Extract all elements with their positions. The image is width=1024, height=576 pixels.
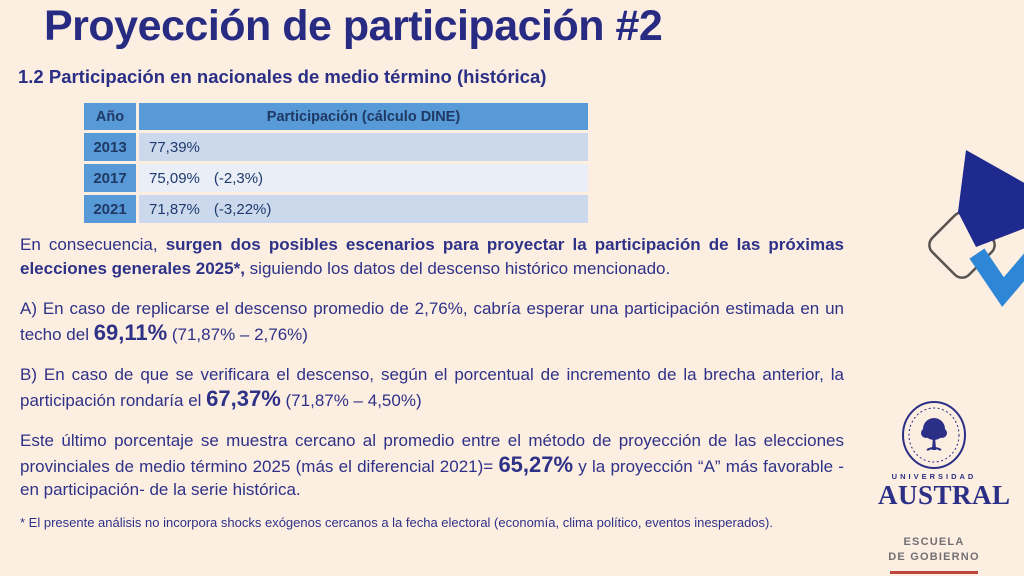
slide-subtitle: 1.2 Participación en nacionales de medio… bbox=[18, 66, 547, 87]
intro-post: siguiendo los datos del descenso históri… bbox=[244, 258, 671, 278]
scenario-a-text: A) En caso de replicarse el descenso pro… bbox=[20, 299, 844, 344]
paragraph-intro: En consecuencia, surgen dos posibles esc… bbox=[20, 233, 844, 280]
university-label: UNIVERSIDAD bbox=[891, 472, 977, 481]
participation-delta: (-3,22%) bbox=[213, 200, 272, 218]
participation-value: 71,87% bbox=[149, 200, 200, 218]
school-name: ESCUELA DE GOBIERNO bbox=[878, 535, 990, 565]
conclusion-highlight: 65,27% bbox=[498, 451, 574, 477]
intro-bold: surgen dos posibles escenarios para proy… bbox=[20, 235, 845, 278]
footnote: * El presente análisis no incorpora shoc… bbox=[20, 515, 773, 530]
school-line2: DE GOBIERNO bbox=[888, 550, 980, 563]
body-text: En consecuencia, surgen dos posibles esc… bbox=[20, 233, 844, 519]
school-line1: ESCUELA bbox=[903, 536, 965, 548]
year-cell: 2013 bbox=[84, 133, 136, 161]
decorative-shapes bbox=[924, 125, 1024, 325]
scenario-b-calc: (71,87% – 4,50%) bbox=[280, 390, 422, 410]
table-row: 2021 71,87% (-3,22%) bbox=[84, 195, 588, 223]
paragraph-conclusion: Este último porcentaje se muestra cercan… bbox=[20, 429, 844, 502]
table-row: 2017 75,09% (-2,3%) bbox=[84, 164, 588, 192]
conclusion-post: y la proyección “A” más favorable -en pa… bbox=[20, 456, 844, 500]
page-title: Proyección de participación #2 bbox=[44, 2, 663, 50]
year-cell: 2021 bbox=[84, 195, 136, 223]
conclusion-text: Este último porcentaje se muestra cercan… bbox=[20, 431, 844, 476]
scenario-a-calc: (71,87% – 2,76%) bbox=[167, 324, 308, 344]
paragraph-scenario-a: A) En caso de replicarse el descenso pro… bbox=[20, 297, 844, 346]
university-name: AUSTRAL bbox=[878, 480, 1011, 510]
navy-cone-icon bbox=[958, 150, 1024, 247]
university-seal-icon bbox=[902, 401, 966, 469]
table-header-year: Año bbox=[84, 103, 136, 130]
check-icon bbox=[969, 248, 1024, 307]
austral-logo: UNIVERSIDAD AUSTRAL ESCUELA DE GOBIERNO bbox=[878, 400, 1011, 574]
participation-cell: 77,39% bbox=[139, 133, 588, 161]
scenario-b-highlight: 67,37% bbox=[206, 385, 281, 411]
table-header-row: Año Participación (cálculo DINE) bbox=[84, 103, 588, 130]
scenario-b-text: B) En caso de que se verificara el desce… bbox=[20, 365, 844, 410]
paragraph-scenario-b: B) En caso de que se verificara el desce… bbox=[20, 363, 844, 412]
participation-value: 75,09% bbox=[149, 169, 200, 187]
red-divider bbox=[890, 570, 978, 574]
participation-delta: (-2,3%) bbox=[213, 169, 264, 187]
table-row: 2013 77,39% bbox=[84, 133, 588, 161]
year-cell: 2017 bbox=[84, 164, 136, 192]
intro-pre: En consecuencia, bbox=[20, 235, 166, 254]
participation-value: 77,39% bbox=[149, 138, 200, 156]
participation-cell: 75,09% (-2,3%) bbox=[139, 164, 588, 192]
table-header-participation: Participación (cálculo DINE) bbox=[139, 103, 588, 130]
participation-cell: 71,87% (-3,22%) bbox=[139, 195, 588, 223]
megaphone-deco-icon bbox=[928, 150, 1024, 307]
participation-table: Año Participación (cálculo DINE) 2013 77… bbox=[81, 100, 591, 226]
scenario-a-highlight: 69,11% bbox=[93, 319, 168, 345]
